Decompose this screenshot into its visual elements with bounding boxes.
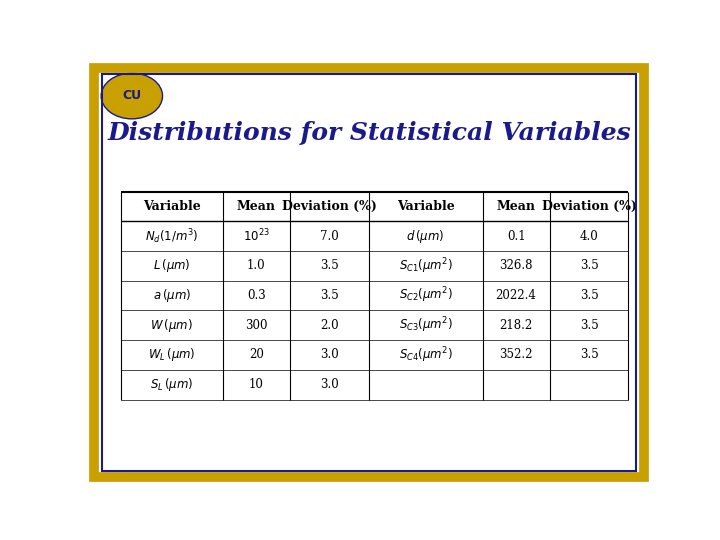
Text: 326.8: 326.8 bbox=[500, 259, 533, 272]
Text: 352.2: 352.2 bbox=[500, 348, 533, 361]
Text: 7.0: 7.0 bbox=[320, 230, 338, 242]
Text: $S_L\,(\mu m)$: $S_L\,(\mu m)$ bbox=[150, 376, 194, 393]
Text: 20: 20 bbox=[249, 348, 264, 361]
Text: 0.3: 0.3 bbox=[247, 289, 266, 302]
Text: 1.0: 1.0 bbox=[247, 259, 266, 272]
Text: 218.2: 218.2 bbox=[500, 319, 533, 332]
Text: $d\,(\mu m)$: $d\,(\mu m)$ bbox=[406, 228, 445, 245]
Text: Variable: Variable bbox=[397, 200, 454, 213]
Text: 3.5: 3.5 bbox=[580, 289, 598, 302]
Text: $10^{23}$: $10^{23}$ bbox=[243, 228, 270, 245]
Text: $S_{C4}(\mu m^2)$: $S_{C4}(\mu m^2)$ bbox=[399, 345, 453, 364]
Text: 2.0: 2.0 bbox=[320, 319, 338, 332]
Text: 2022.4: 2022.4 bbox=[495, 289, 536, 302]
Text: 3.0: 3.0 bbox=[320, 348, 338, 361]
Text: Mean: Mean bbox=[497, 200, 536, 213]
Text: Mean: Mean bbox=[237, 200, 276, 213]
Circle shape bbox=[101, 73, 163, 119]
Text: 3.5: 3.5 bbox=[320, 289, 338, 302]
Text: CU: CU bbox=[122, 90, 141, 103]
Text: Deviation (%): Deviation (%) bbox=[541, 200, 636, 213]
Text: Distributions for Statistical Variables: Distributions for Statistical Variables bbox=[107, 122, 631, 145]
Text: $a\,(\mu m)$: $a\,(\mu m)$ bbox=[153, 287, 191, 304]
Text: 3.5: 3.5 bbox=[320, 259, 338, 272]
Text: 0.1: 0.1 bbox=[507, 230, 526, 242]
Text: Deviation (%): Deviation (%) bbox=[282, 200, 377, 213]
Text: $W\,(\mu m)$: $W\,(\mu m)$ bbox=[150, 317, 193, 334]
Text: $S_{C2}(\mu m^2)$: $S_{C2}(\mu m^2)$ bbox=[399, 286, 453, 305]
Text: 10: 10 bbox=[249, 378, 264, 391]
Text: $N_d(1/m^3)$: $N_d(1/m^3)$ bbox=[145, 227, 199, 246]
Text: 3.5: 3.5 bbox=[580, 319, 598, 332]
Text: $W_L\,(\mu m)$: $W_L\,(\mu m)$ bbox=[148, 347, 196, 363]
Text: 3.0: 3.0 bbox=[320, 378, 338, 391]
Text: $L\,(\mu m)$: $L\,(\mu m)$ bbox=[153, 258, 191, 274]
Text: 4.0: 4.0 bbox=[580, 230, 598, 242]
Text: $S_{C1}(\mu m^2)$: $S_{C1}(\mu m^2)$ bbox=[399, 256, 453, 275]
Text: 300: 300 bbox=[245, 319, 268, 332]
Text: $S_{C3}(\mu m^2)$: $S_{C3}(\mu m^2)$ bbox=[399, 315, 453, 335]
Text: 3.5: 3.5 bbox=[580, 348, 598, 361]
Text: Variable: Variable bbox=[143, 200, 201, 213]
Text: 3.5: 3.5 bbox=[580, 259, 598, 272]
